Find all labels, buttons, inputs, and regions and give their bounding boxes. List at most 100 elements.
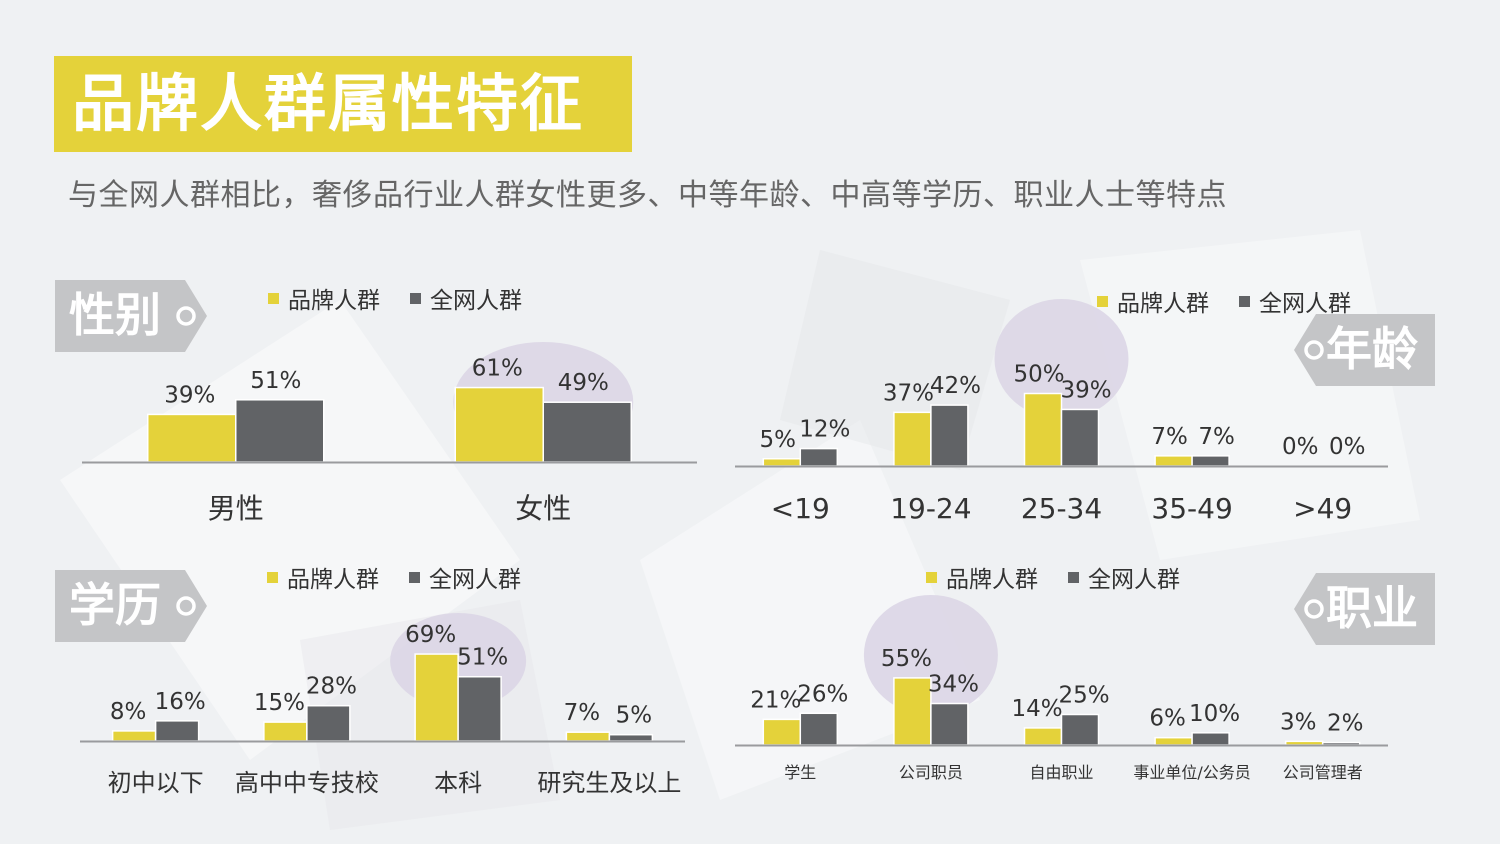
badge-arrow-shape bbox=[55, 280, 207, 352]
badge-arrow-shape bbox=[1294, 314, 1435, 386]
category-label: 本科 bbox=[434, 769, 482, 797]
category-label: 男性 bbox=[208, 492, 264, 525]
category-label: 高中中专技校 bbox=[235, 769, 379, 797]
value-label-brand: 55% bbox=[881, 646, 932, 672]
legend-item-all: 全网人群 bbox=[1068, 560, 1180, 594]
value-label-all: 16% bbox=[155, 689, 206, 715]
education-chart-svg: 8% 15% 69% 7% 16% 28% 51% 5% 初中以下 高中中专技校 本科 研究生及以上 bbox=[80, 613, 685, 797]
bar-all bbox=[799, 712, 839, 746]
badge-occupation: 职业 bbox=[1294, 573, 1435, 645]
legend-education: 品牌人群 全网人群 bbox=[267, 560, 521, 594]
value-label-all: 0% bbox=[1329, 434, 1366, 460]
legend-label-brand: 品牌人群 bbox=[1117, 291, 1209, 317]
legend-item-all: 全网人群 bbox=[410, 281, 522, 315]
legend-swatch-all bbox=[409, 571, 420, 583]
badge-occupation-label: 职业 bbox=[1326, 581, 1418, 635]
badge-arrow-shape bbox=[1294, 573, 1435, 645]
value-label-all: 26% bbox=[797, 681, 848, 707]
highlight-ellipse bbox=[994, 299, 1129, 419]
bar-all bbox=[930, 404, 969, 467]
bar-brand bbox=[893, 677, 932, 746]
bar-all bbox=[799, 447, 839, 467]
legend-swatch-brand bbox=[267, 571, 278, 583]
legend-label-all: 全网人群 bbox=[430, 288, 522, 314]
category-label: 自由职业 bbox=[1029, 763, 1093, 782]
value-label-brand: 15% bbox=[254, 690, 305, 716]
value-label-brand: 0% bbox=[1282, 434, 1319, 460]
value-label-all: 42% bbox=[930, 373, 981, 399]
page-title: 品牌人群属性特征 bbox=[72, 67, 585, 140]
bar-all bbox=[1191, 732, 1230, 746]
legend-swatch-all bbox=[1068, 571, 1079, 583]
value-label-all: 10% bbox=[1189, 701, 1240, 727]
value-label-all: 28% bbox=[306, 674, 357, 700]
value-label-brand: 39% bbox=[164, 382, 215, 408]
title-banner: 品牌人群属性特征 bbox=[54, 56, 632, 152]
badge-gender-label: 性别 bbox=[69, 288, 161, 342]
value-label-all: 25% bbox=[1058, 683, 1109, 709]
legend-gender: 品牌人群 全网人群 bbox=[268, 281, 522, 315]
value-label-all: 34% bbox=[928, 672, 979, 698]
category-label: 35-49 bbox=[1151, 492, 1232, 525]
legend-label-all: 全网人群 bbox=[1259, 291, 1351, 317]
category-label: 公司职员 bbox=[899, 763, 963, 782]
bar-brand bbox=[147, 413, 237, 463]
value-label-all: 51% bbox=[250, 368, 301, 394]
legend-item-all: 全网人群 bbox=[1239, 284, 1351, 318]
legend-item-brand: 品牌人群 bbox=[926, 560, 1038, 594]
bar-brand bbox=[1284, 740, 1324, 746]
bar-brand bbox=[565, 731, 611, 742]
legend-label-all: 全网人群 bbox=[1088, 567, 1180, 593]
legend-swatch-all bbox=[410, 292, 421, 304]
bar-brand bbox=[414, 653, 459, 742]
category-label: >49 bbox=[1293, 492, 1352, 525]
value-label-brand: 7% bbox=[1151, 424, 1188, 450]
category-label: 19-24 bbox=[890, 492, 971, 525]
badge-age-label: 年龄 bbox=[1326, 322, 1418, 376]
bar-all bbox=[306, 704, 351, 742]
bar-all bbox=[1191, 455, 1230, 467]
badge-arrow-shape bbox=[55, 570, 207, 642]
value-label-brand: 50% bbox=[1013, 362, 1064, 388]
bar-all bbox=[930, 702, 969, 746]
legend-label-brand: 品牌人群 bbox=[288, 288, 380, 314]
age-chart: 5% 37% 50% 7% 0% 12% 42% 39% 7% 0% <19 19-24 25-34 35… bbox=[733, 299, 1393, 530]
value-label-all: 49% bbox=[558, 370, 609, 396]
bar-all bbox=[1060, 408, 1100, 467]
category-label: 女性 bbox=[515, 492, 571, 525]
category-label: 初中以下 bbox=[108, 769, 204, 797]
category-label: 学生 bbox=[784, 763, 816, 782]
value-label-all: 39% bbox=[1060, 377, 1111, 403]
value-label-brand: 7% bbox=[564, 700, 601, 726]
gender-chart-svg: 39% 61% 51% 49% 男性 女性 bbox=[82, 342, 697, 525]
legend-label-brand: 品牌人群 bbox=[287, 567, 379, 593]
value-label-brand: 21% bbox=[750, 687, 801, 713]
bar-brand bbox=[1023, 392, 1063, 467]
bar-brand bbox=[762, 458, 802, 467]
education-chart: 8% 15% 69% 7% 16% 28% 51% 5% 初中以下 高中中专技校 本科 研究生及以上 bbox=[78, 600, 688, 810]
value-label-brand: 8% bbox=[110, 699, 147, 725]
category-label: <19 bbox=[771, 492, 830, 525]
badge-education-label: 学历 bbox=[69, 578, 161, 632]
bar-brand bbox=[454, 386, 544, 463]
page-subtitle: 与全网人群相比，奢侈品行业人群女性更多、中等年龄、中高等学历、职业人士等特点 bbox=[68, 178, 1227, 213]
legend-item-brand: 品牌人群 bbox=[268, 281, 380, 315]
bar-all bbox=[457, 675, 502, 742]
bar-brand bbox=[1023, 727, 1063, 746]
age-chart-svg: 5% 37% 50% 7% 0% 12% 42% 39% 7% 0% <19 19-24 25-34 35… bbox=[735, 299, 1388, 525]
badge-education: 学历 bbox=[55, 570, 207, 642]
legend-item-all: 全网人群 bbox=[409, 560, 521, 594]
bar-all bbox=[154, 720, 200, 742]
occupation-chart: 21% 55% 14% 6% 3% 26% 34% 25% 10% 2% 学生 公司职员 自由职业 事业单… bbox=[733, 580, 1393, 790]
value-label-all: 5% bbox=[616, 703, 653, 729]
category-label: 事业单位/公务员 bbox=[1133, 763, 1250, 782]
value-label-brand: 5% bbox=[760, 427, 797, 453]
value-label-all: 12% bbox=[799, 417, 850, 443]
legend-item-brand: 品牌人群 bbox=[267, 560, 379, 594]
legend-swatch-all bbox=[1239, 295, 1250, 307]
value-label-brand: 14% bbox=[1011, 696, 1062, 722]
category-label: 25-34 bbox=[1021, 492, 1102, 525]
bar-brand bbox=[762, 718, 802, 746]
bar-brand bbox=[111, 730, 157, 742]
value-label-brand: 6% bbox=[1149, 706, 1186, 732]
